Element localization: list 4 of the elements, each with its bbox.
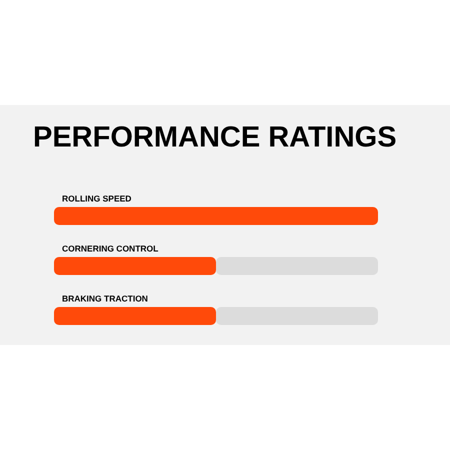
chart-title: PERFORMANCE RATINGS (33, 122, 397, 154)
y-tick-label: BRAKING TRACTION (62, 294, 148, 304)
y-tick-label: CORNERING CONTROL (62, 244, 158, 254)
y-tick-label: ROLLING SPEED (62, 194, 132, 204)
